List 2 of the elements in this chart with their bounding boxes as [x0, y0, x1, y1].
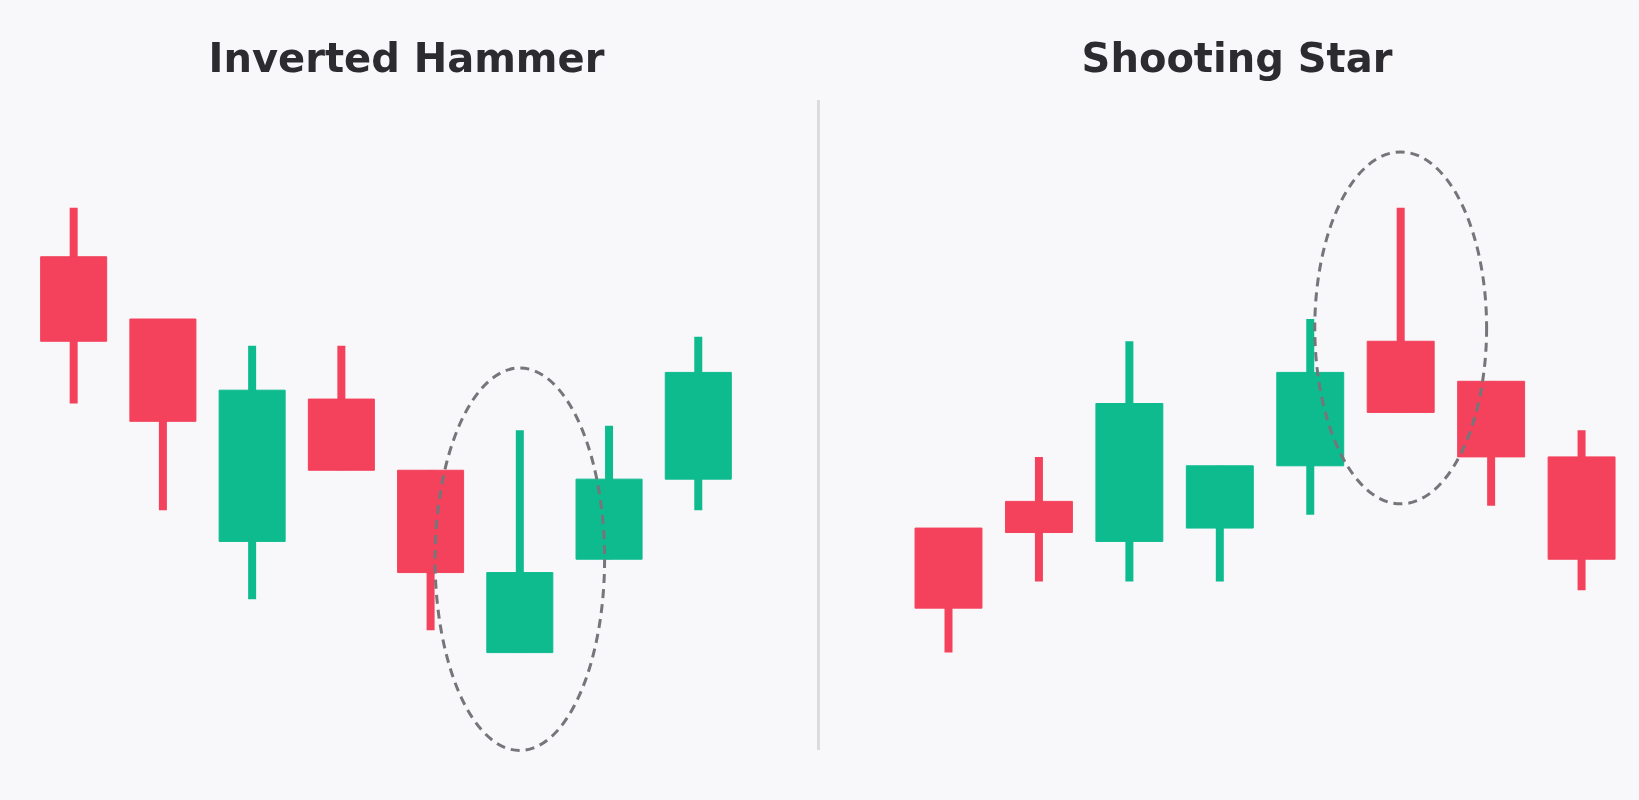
chart-title: Shooting Star	[1081, 34, 1393, 81]
chart-title: Inverted Hammer	[208, 34, 605, 81]
